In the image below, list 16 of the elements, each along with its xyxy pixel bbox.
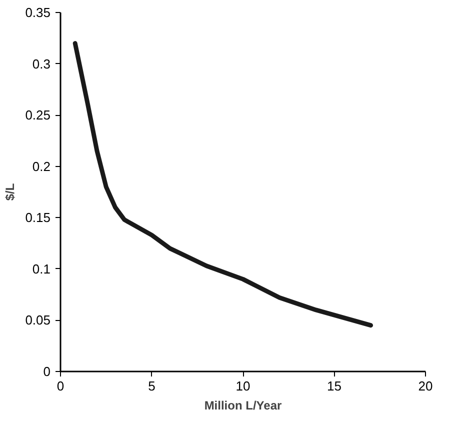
y-tick-label: 0 — [43, 364, 51, 379]
x-tick-label: 20 — [418, 378, 433, 394]
y-tick-label: 0.15 — [25, 210, 51, 226]
x-tick-label: 10 — [236, 378, 250, 394]
y-tick-label: 0.25 — [25, 108, 51, 123]
line-series — [72, 41, 373, 328]
y-tick-label: 0.2 — [32, 158, 51, 174]
y-tick-label: 0.35 — [25, 5, 51, 20]
y-tick-label: 0.3 — [32, 56, 51, 72]
y-tick-label: 0.1 — [32, 261, 51, 276]
x-tick-label: 0 — [56, 378, 64, 394]
x-tick-label: 15 — [327, 378, 342, 394]
y-axis-title: $/L — [3, 183, 18, 201]
x-tick-label: 5 — [148, 378, 156, 394]
y-tick-label: 0.05 — [25, 312, 51, 328]
x-axis-title: Million L/Year — [204, 398, 282, 412]
